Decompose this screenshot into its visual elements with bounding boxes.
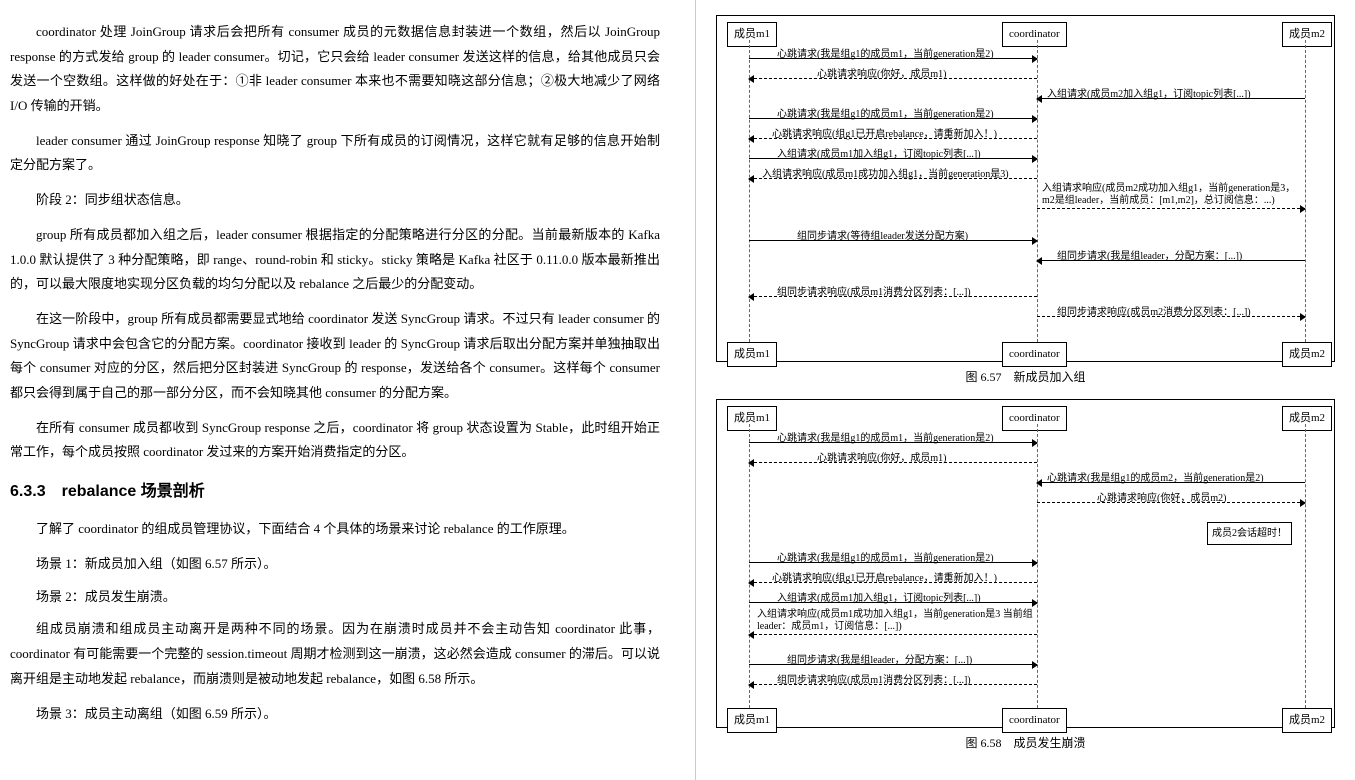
message: 心跳请求响应(组g1已开启rebalance，请重新加入！) xyxy=(772,569,997,588)
actor-m2: 成员m2 xyxy=(1282,342,1332,367)
message: 心跳请求(我是组g1的成员m1，当前generation是2) xyxy=(777,429,994,448)
paragraph: 在所有 consumer 成员都收到 SyncGroup response 之后… xyxy=(10,416,660,465)
message: 心跳请求响应(组g1已开启rebalance，请重新加入！) xyxy=(772,125,997,144)
arrow xyxy=(749,634,1037,635)
message: 心跳请求响应(你好，成员m1) xyxy=(817,65,946,84)
actor-coord: coordinator xyxy=(1002,708,1067,733)
diagram-column: 成员m1 coordinator 成员m2 心跳请求(我是组g1的成员m1，当前… xyxy=(696,0,1355,780)
phase-label: 阶段 2：同步组状态信息。 xyxy=(10,188,660,213)
actor-m2: 成员m2 xyxy=(1282,406,1332,431)
actor-m1: 成员m1 xyxy=(727,406,777,431)
actor-coord: coordinator xyxy=(1002,406,1067,431)
lifeline xyxy=(1037,40,1038,342)
message: 入组请求(成员m1加入组g1，订阅topic列表[...]) xyxy=(777,145,981,164)
message: 心跳请求(我是组g1的成员m1，当前generation是2) xyxy=(777,45,994,64)
sequence-diagram-658: 成员m1 coordinator 成员m2 心跳请求(我是组g1的成员m1，当前… xyxy=(716,399,1335,728)
actor-m1: 成员m1 xyxy=(727,708,777,733)
arrow xyxy=(1037,208,1305,209)
section-heading: 6.3.3 rebalance 场景剖析 xyxy=(10,477,660,507)
paragraph: 在这一阶段中，group 所有成员都需要显式地给 coordinator 发送 … xyxy=(10,307,660,406)
timeout-note: 成员2会话超时！ xyxy=(1207,522,1292,545)
actor-m1: 成员m1 xyxy=(727,342,777,367)
message: 心跳请求响应(你好，成员m1) xyxy=(817,449,946,468)
scene-label: 场景 2：成员发生崩溃。 xyxy=(10,585,660,610)
message: 组同步请求响应(成员m2消费分区列表：[...]) xyxy=(1057,303,1251,322)
actor-m2: 成员m2 xyxy=(1282,708,1332,733)
sequence-diagram-657: 成员m1 coordinator 成员m2 心跳请求(我是组g1的成员m1，当前… xyxy=(716,15,1335,362)
message: 入组请求(成员m1加入组g1，订阅topic列表[...]) xyxy=(777,589,981,608)
message: 组同步请求响应(成员m1消费分区列表：[...]) xyxy=(777,671,971,690)
figure-caption: 图 6.57 新成员加入组 xyxy=(716,366,1335,389)
actor-m2: 成员m2 xyxy=(1282,22,1332,47)
message: 心跳请求响应(你好，成员m2) xyxy=(1097,489,1226,508)
message: 入组请求响应(成员m1成功加入组g1，当前generation是3 当前组lea… xyxy=(757,609,1037,633)
message: 心跳请求(我是组g1的成员m2，当前generation是2) xyxy=(1047,469,1264,488)
paragraph: coordinator 处理 JoinGroup 请求后会把所有 consume… xyxy=(10,20,660,119)
scene-label: 场景 1：新成员加入组（如图 6.57 所示）。 xyxy=(10,552,660,577)
message: 组同步请求响应(成员m1消费分区列表：[...]) xyxy=(777,283,971,302)
figure-caption: 图 6.58 成员发生崩溃 xyxy=(716,732,1335,755)
actor-coord: coordinator xyxy=(1002,22,1067,47)
message: 组同步请求(我是组leader，分配方案：[...]) xyxy=(1057,247,1242,266)
message: 心跳请求(我是组g1的成员m1，当前generation是2) xyxy=(777,105,994,124)
lifeline xyxy=(1305,424,1306,708)
message: 组同步请求(我是组leader，分配方案：[...]) xyxy=(787,651,972,670)
message: 组同步请求(等待组leader发送分配方案) xyxy=(797,227,968,246)
actor-coord: coordinator xyxy=(1002,342,1067,367)
scene-label: 场景 3：成员主动离组（如图 6.59 所示）。 xyxy=(10,702,660,727)
actor-m1: 成员m1 xyxy=(727,22,777,47)
message: 入组请求响应(成员m2成功加入组g1，当前generation是3，m2是组le… xyxy=(1042,183,1307,207)
message: 心跳请求(我是组g1的成员m1，当前generation是2) xyxy=(777,549,994,568)
paragraph: 了解了 coordinator 的组成员管理协议，下面结合 4 个具体的场景来讨… xyxy=(10,517,660,542)
paragraph: group 所有成员都加入组之后，leader consumer 根据指定的分配… xyxy=(10,223,660,297)
message: 入组请求响应(成员m1成功加入组g1，当前generation是3) xyxy=(762,165,1009,184)
paragraph: leader consumer 通过 JoinGroup response 知晓… xyxy=(10,129,660,178)
message: 入组请求(成员m2加入组g1，订阅topic列表[...]) xyxy=(1047,85,1251,104)
text-column: coordinator 处理 JoinGroup 请求后会把所有 consume… xyxy=(0,0,696,780)
paragraph: 组成员崩溃和组成员主动离开是两种不同的场景。因为在崩溃时成员并不会主动告知 co… xyxy=(10,617,660,691)
